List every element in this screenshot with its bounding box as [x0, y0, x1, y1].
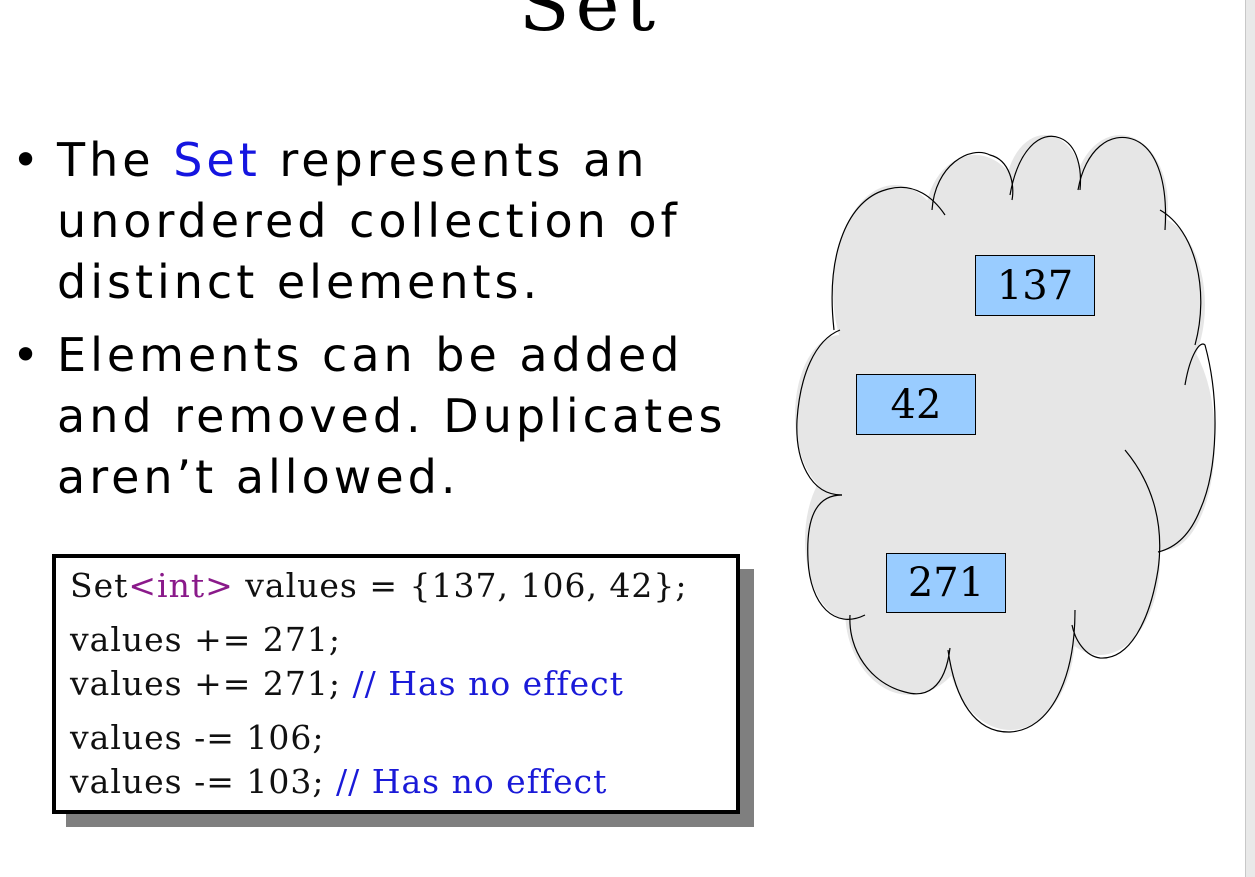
code-comment: // Has no effect — [352, 664, 624, 703]
set-keyword: Set — [173, 133, 261, 187]
bullet-item: • Elements can be added and removed. Dup… — [12, 325, 752, 508]
bullet-text-pre: The — [57, 133, 174, 187]
bullet-item: • The Set represents an unordered collec… — [12, 130, 752, 313]
code-comment: // Has no effect — [335, 762, 608, 801]
code-line: values -= 106; — [70, 718, 325, 757]
set-element-42: 42 — [856, 374, 976, 435]
scrollbar-edge — [1245, 0, 1255, 877]
set-cloud-illustration — [795, 135, 1216, 733]
code-line: Set<int> values = {137, 106, 42}; — [70, 566, 688, 605]
bullet-list: • The Set represents an unordered collec… — [12, 130, 752, 520]
code-line: values -= 103; // Has no effect — [70, 762, 607, 801]
code-text: values = {137, 106, 42}; — [233, 566, 688, 605]
code-text: values -= 103; — [70, 762, 336, 801]
code-line: values += 271; // Has no effect — [70, 664, 624, 703]
code-line: values += 271; — [70, 620, 341, 659]
bullet-text-post: represents an unordered collection of di… — [57, 133, 681, 309]
code-example: Set<int> values = {137, 106, 42}; values… — [52, 554, 740, 814]
bullet-dot-icon: • — [12, 328, 40, 382]
slide-title: Set — [518, 0, 662, 48]
set-element-137: 137 — [975, 255, 1095, 316]
bullet-dot-icon: • — [12, 133, 40, 187]
code-type-keyword: <int> — [128, 566, 234, 605]
set-element-271: 271 — [886, 553, 1006, 613]
code-text: Set — [70, 566, 129, 605]
code-text: values += 271; — [70, 664, 353, 703]
bullet-text: Elements can be added and removed. Dupli… — [57, 328, 727, 504]
